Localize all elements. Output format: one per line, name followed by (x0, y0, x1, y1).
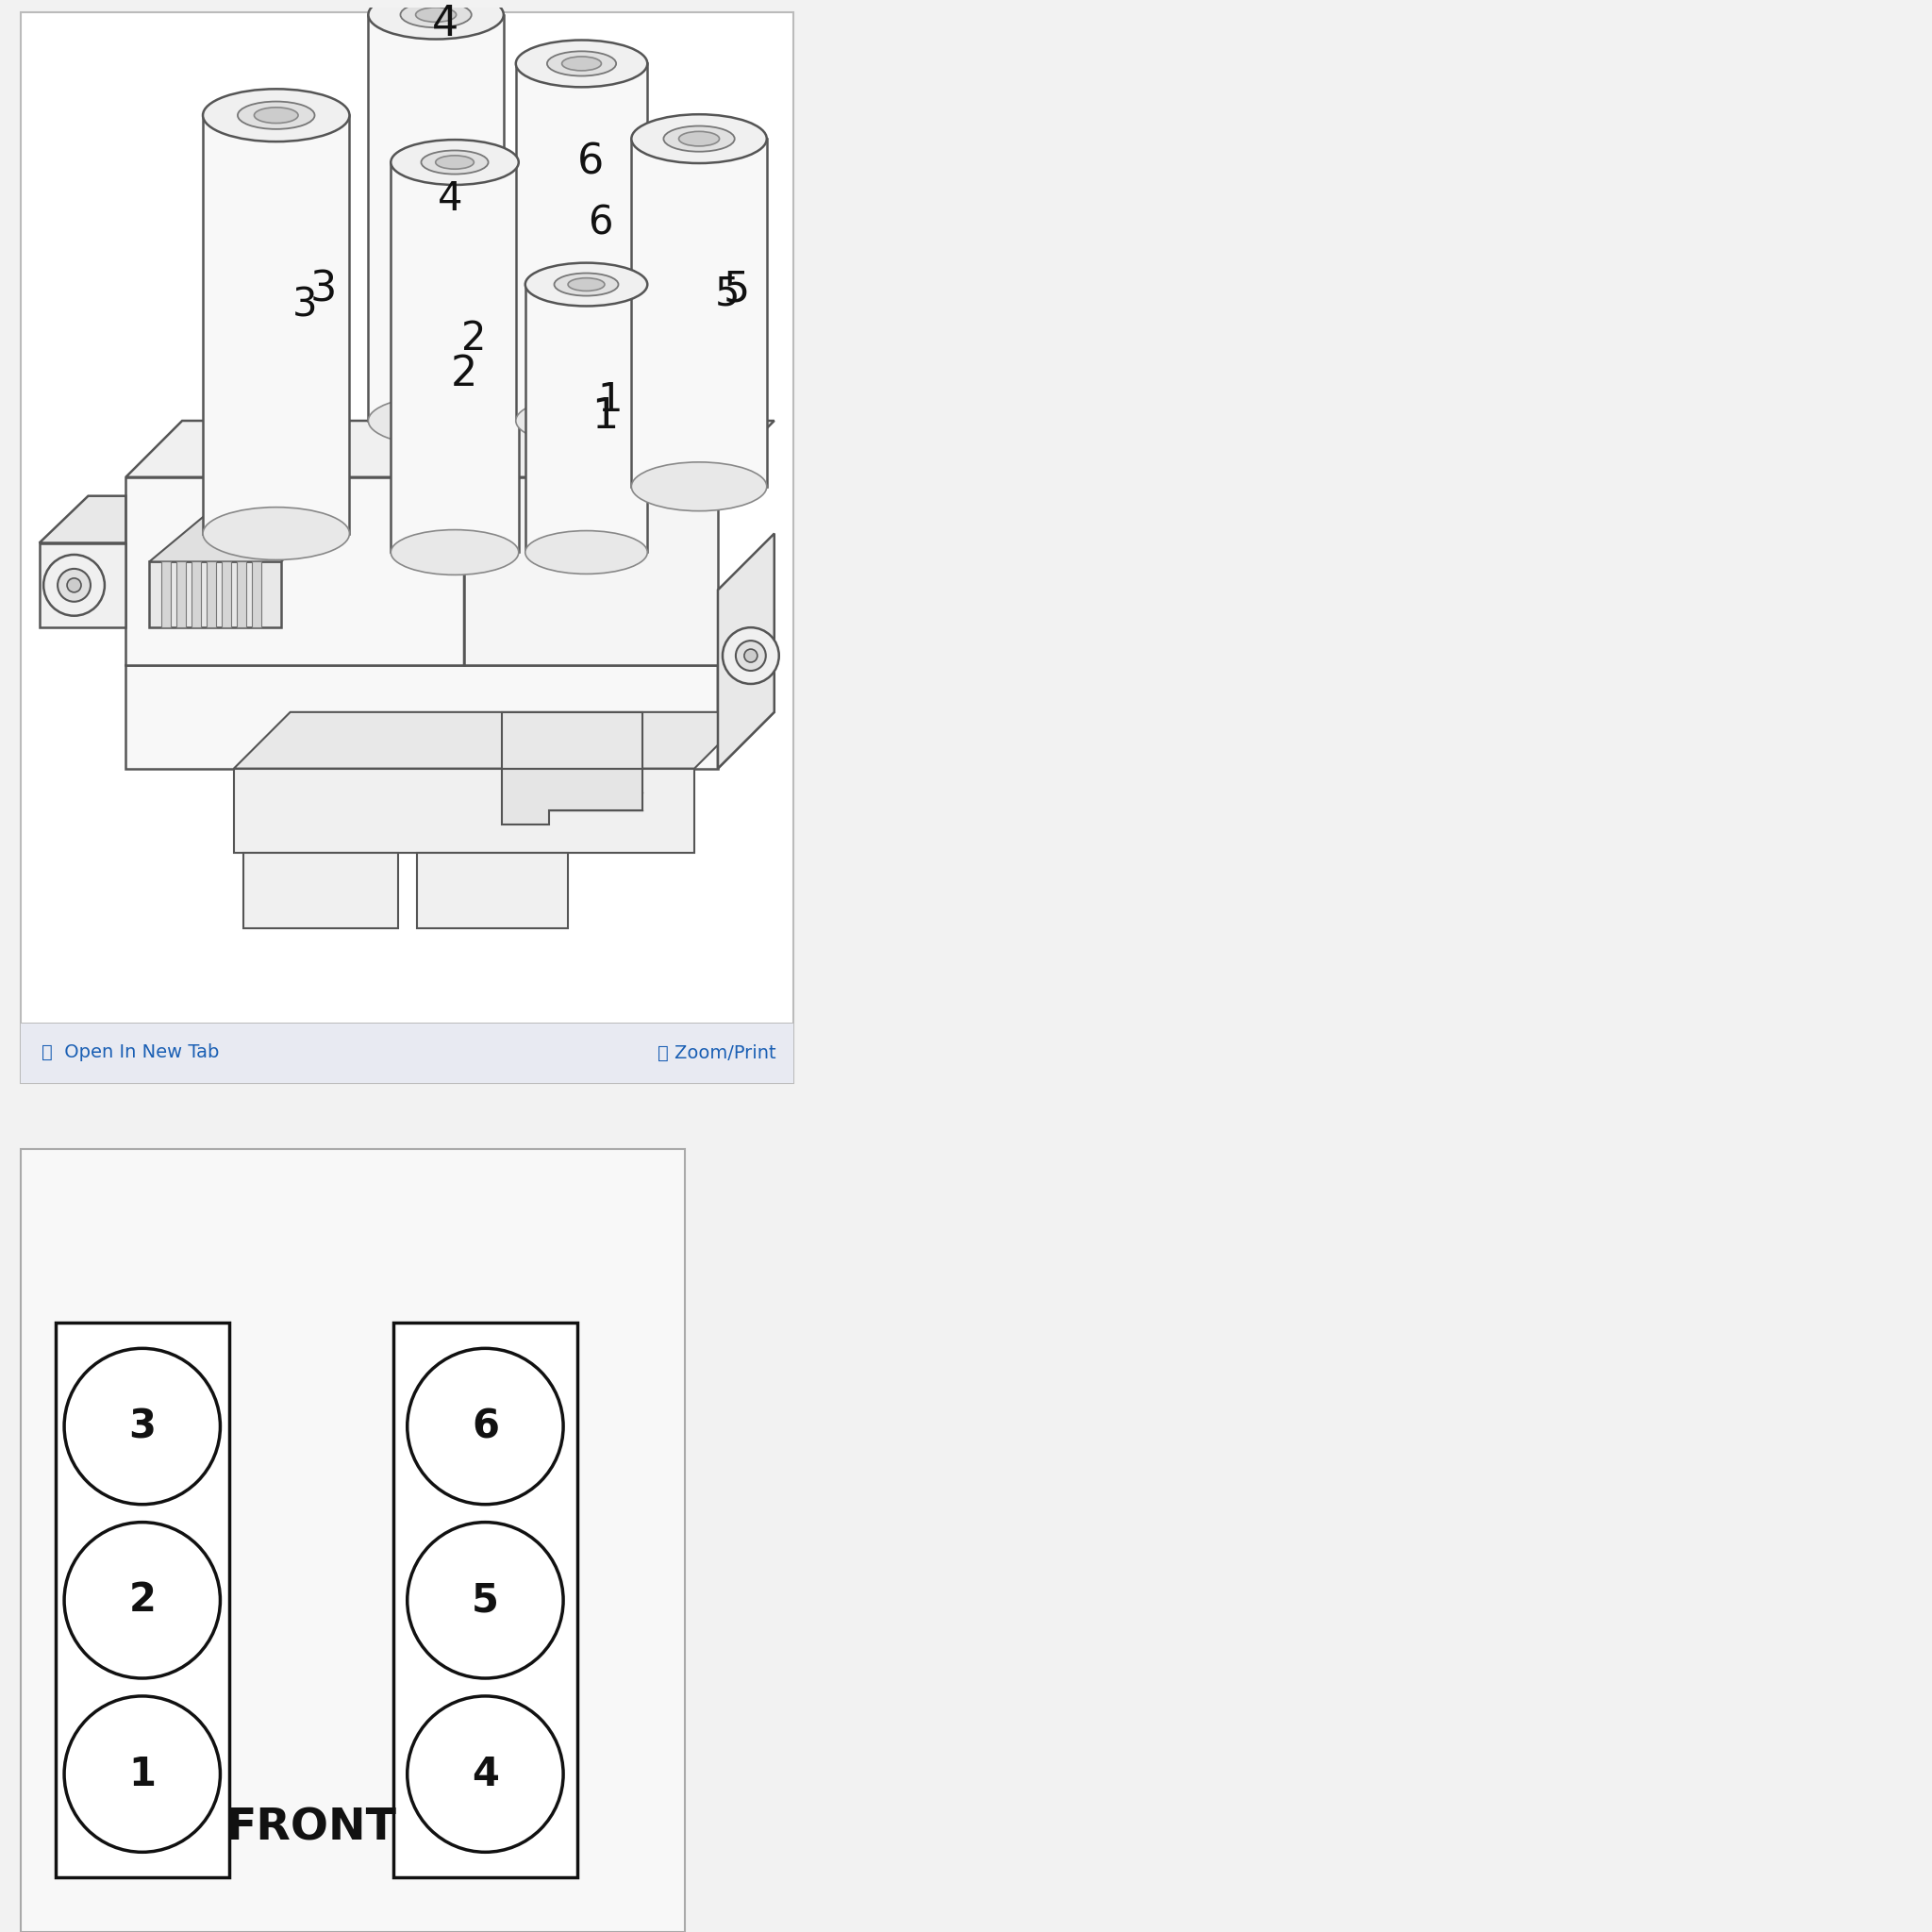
Text: 🔍 Zoom/Print: 🔍 Zoom/Print (657, 1043, 777, 1063)
Text: 4: 4 (471, 1754, 498, 1795)
Text: 2: 2 (450, 354, 477, 394)
Bar (191, 562, 201, 628)
Ellipse shape (68, 578, 81, 593)
Text: 3: 3 (309, 269, 336, 309)
Polygon shape (526, 284, 647, 553)
Ellipse shape (369, 0, 504, 39)
Text: 3: 3 (129, 1406, 156, 1447)
Bar (21, 1150, 686, 1932)
Ellipse shape (390, 139, 518, 185)
Ellipse shape (255, 108, 298, 124)
Text: 5: 5 (471, 1580, 498, 1621)
Ellipse shape (369, 396, 504, 444)
Ellipse shape (678, 131, 719, 147)
Ellipse shape (723, 628, 779, 684)
Ellipse shape (400, 2, 471, 27)
Ellipse shape (64, 1696, 220, 1853)
Ellipse shape (736, 641, 765, 670)
Bar (162, 562, 170, 628)
Bar (56, 1323, 230, 1878)
Bar (21, 1022, 792, 1084)
Polygon shape (464, 421, 775, 477)
Ellipse shape (203, 89, 350, 141)
Polygon shape (502, 713, 643, 769)
Text: 6: 6 (471, 1406, 498, 1447)
Polygon shape (126, 609, 775, 665)
Bar (394, 1323, 578, 1878)
Polygon shape (417, 854, 568, 927)
Ellipse shape (554, 272, 618, 296)
Polygon shape (516, 64, 647, 421)
Bar (176, 562, 185, 628)
Bar (251, 562, 261, 628)
Ellipse shape (408, 1522, 564, 1679)
Text: 6: 6 (578, 141, 605, 182)
Text: 1: 1 (591, 396, 618, 437)
Ellipse shape (44, 554, 104, 616)
Text: 5: 5 (715, 274, 740, 313)
Ellipse shape (632, 114, 767, 162)
Text: 4: 4 (437, 180, 462, 218)
Ellipse shape (663, 126, 734, 151)
Ellipse shape (64, 1349, 220, 1505)
Text: FRONT: FRONT (226, 1808, 396, 1849)
Polygon shape (243, 854, 398, 927)
Text: ⧉  Open In New Tab: ⧉ Open In New Tab (41, 1043, 218, 1063)
Polygon shape (149, 514, 338, 562)
Ellipse shape (547, 52, 616, 75)
Ellipse shape (408, 1349, 564, 1505)
Text: 2: 2 (129, 1580, 156, 1621)
Polygon shape (203, 116, 350, 533)
Ellipse shape (435, 155, 473, 168)
Ellipse shape (238, 102, 315, 129)
Text: 5: 5 (723, 269, 750, 309)
Polygon shape (719, 609, 775, 769)
Ellipse shape (408, 1696, 564, 1853)
Ellipse shape (516, 41, 647, 87)
Ellipse shape (415, 8, 456, 21)
Ellipse shape (516, 398, 647, 444)
Bar (207, 562, 216, 628)
Polygon shape (234, 769, 694, 854)
Ellipse shape (526, 531, 647, 574)
Polygon shape (464, 421, 520, 665)
Polygon shape (149, 562, 280, 628)
Ellipse shape (744, 649, 757, 663)
Text: 1: 1 (129, 1754, 156, 1795)
Text: 1: 1 (597, 381, 622, 419)
Polygon shape (126, 477, 464, 665)
Ellipse shape (526, 263, 647, 305)
Polygon shape (234, 713, 752, 769)
Text: 4: 4 (433, 4, 458, 44)
Polygon shape (390, 162, 518, 553)
Bar (222, 562, 232, 628)
Polygon shape (464, 477, 719, 665)
Text: 2: 2 (462, 319, 487, 357)
Polygon shape (39, 543, 126, 628)
Text: 6: 6 (587, 203, 612, 243)
Polygon shape (502, 769, 643, 825)
Polygon shape (39, 497, 126, 543)
Ellipse shape (203, 508, 350, 560)
Ellipse shape (562, 56, 601, 71)
Bar (21, 12, 792, 1084)
Ellipse shape (390, 529, 518, 576)
Polygon shape (369, 15, 504, 421)
Polygon shape (632, 139, 767, 487)
Polygon shape (719, 533, 775, 769)
Bar (238, 562, 245, 628)
Polygon shape (126, 421, 520, 477)
Ellipse shape (58, 568, 91, 601)
Ellipse shape (568, 278, 605, 292)
Ellipse shape (632, 462, 767, 510)
Polygon shape (126, 665, 719, 769)
Text: 3: 3 (292, 286, 317, 325)
Ellipse shape (421, 151, 489, 174)
Ellipse shape (64, 1522, 220, 1679)
